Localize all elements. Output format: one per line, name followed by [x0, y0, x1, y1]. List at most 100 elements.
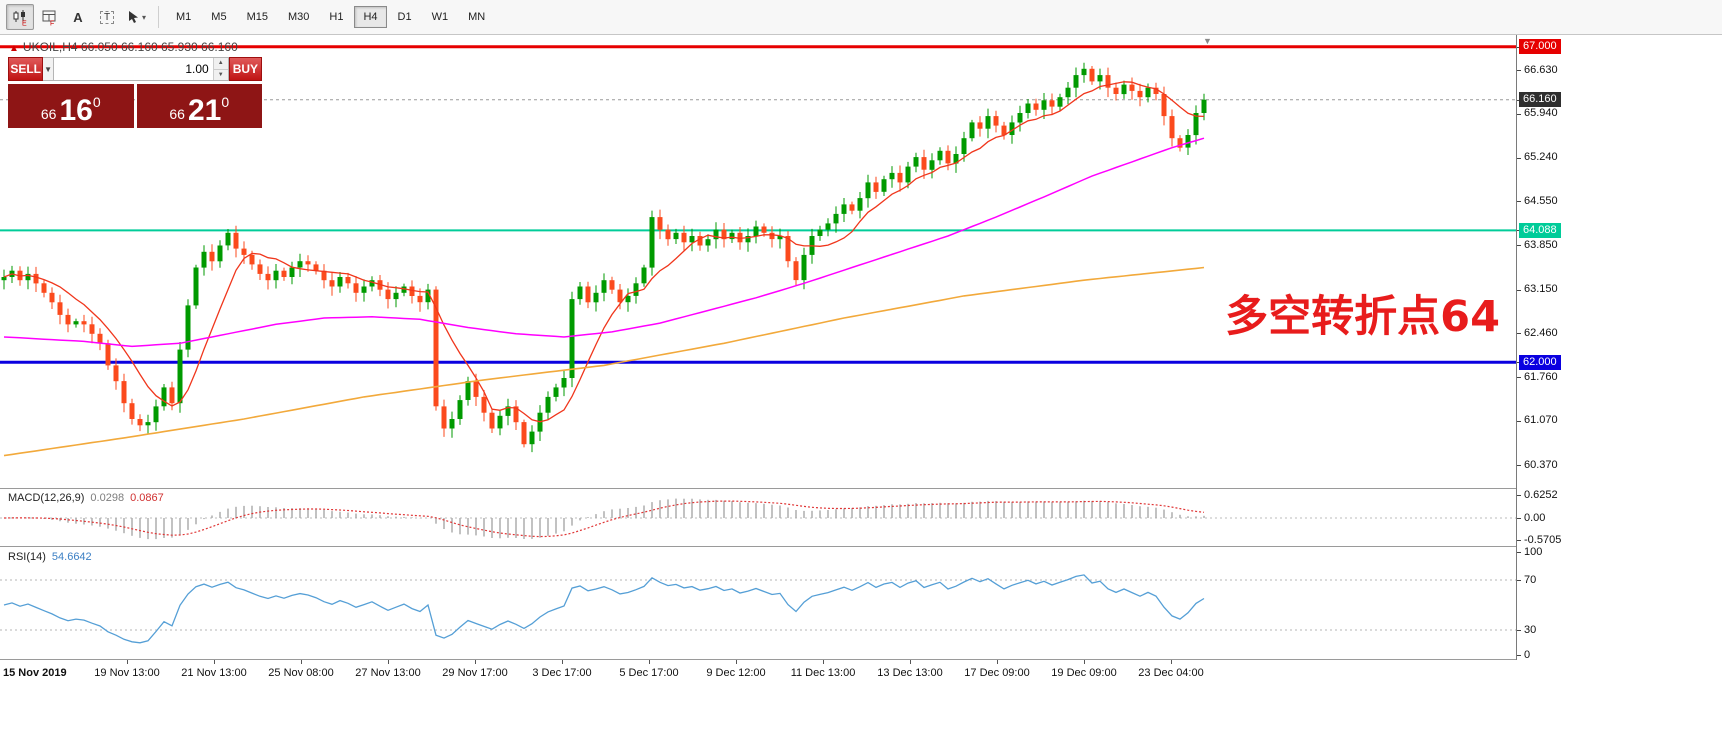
axis-tick	[1517, 157, 1521, 159]
timeframe-w1[interactable]: W1	[431, 11, 449, 23]
cursor-icon	[128, 11, 138, 23]
chart-window-button[interactable]: F	[35, 4, 63, 30]
axis-tick	[1517, 518, 1521, 519]
buy-button[interactable]: BUY	[228, 57, 262, 81]
timeframe-m1[interactable]: M1	[176, 11, 192, 23]
axis-tick	[1517, 289, 1521, 291]
time-axis-label: 3 Dec 17:00	[532, 667, 592, 679]
time-axis-tick	[1084, 660, 1085, 664]
time-axis-tick	[562, 660, 563, 664]
axis-tick	[1517, 201, 1521, 203]
axis-tick	[1517, 552, 1521, 553]
time-axis-label: 5 Dec 17:00	[619, 667, 679, 679]
macd-header: MACD(12,26,9) 0.0298 0.0867	[8, 492, 164, 504]
toolbar-separator	[158, 6, 159, 28]
one-click-trading-panel: SELL ▼ ▲ ▼ BUY 66 16 0 66 21 0	[8, 57, 262, 128]
ask-pips: 21	[187, 93, 222, 127]
time-axis-label: 9 Dec 12:00	[706, 667, 766, 679]
price-axis-label-red: 67.000	[1519, 39, 1561, 55]
price-axis-label-blue: 62.000	[1519, 354, 1561, 370]
bid-pipette: 0	[92, 94, 101, 110]
timeframe-m5[interactable]: M5	[211, 11, 227, 23]
timeframe-m15[interactable]: M15	[246, 11, 268, 23]
macd-main-value: 0.0298	[90, 492, 125, 504]
time-axis-label: 23 Dec 04:00	[1138, 667, 1204, 679]
order-row: SELL ▼ ▲ ▼ BUY	[8, 57, 262, 81]
price-axis-label: 60.370	[1524, 458, 1558, 471]
boxed-t-icon: T	[99, 10, 115, 24]
rsi-title: RSI(14)	[8, 551, 46, 563]
panel-separator[interactable]	[0, 659, 1722, 660]
price-axis-label: 65.940	[1524, 107, 1558, 120]
time-axis-tick	[649, 660, 650, 664]
rsi-line	[3, 574, 1205, 644]
ohlc-text: UKOIL,H4 66.050 66.160 65.930 66.160	[22, 40, 238, 54]
timeframe-h4[interactable]: H4	[354, 6, 387, 28]
panel-separator[interactable]	[0, 488, 1722, 489]
price-axis-border	[1516, 35, 1517, 660]
rsi-panel-svg[interactable]	[0, 547, 1516, 659]
volume-increase-button[interactable]: ▲	[213, 58, 228, 70]
axis-tick	[1517, 420, 1521, 422]
axis-tick	[1517, 245, 1521, 247]
quote-row: 66 16 0 66 21 0	[8, 84, 262, 128]
price-axis-label-teal: 64.088	[1519, 222, 1561, 238]
text-box-button[interactable]: T	[93, 4, 121, 30]
timeframe-d1[interactable]: D1	[397, 11, 412, 23]
price-axis-label: 64.550	[1524, 194, 1558, 207]
time-axis-tick	[1171, 660, 1172, 664]
price-axis-label: 61.070	[1524, 414, 1558, 427]
price-axis-label: 63.150	[1524, 283, 1558, 296]
volume-field: ▲ ▼	[53, 57, 229, 81]
price-axis-label: 62.460	[1524, 326, 1558, 339]
price-axis-label-current: 66.160	[1519, 92, 1561, 108]
timeframe-h1[interactable]: H1	[329, 11, 344, 23]
candlestick-chart-button[interactable]: E	[6, 4, 34, 30]
axis-tick	[1517, 540, 1521, 541]
macd-panel-svg[interactable]	[0, 489, 1516, 546]
time-axis-tick	[997, 660, 998, 664]
timeframe-m30[interactable]: M30	[287, 11, 310, 23]
macd-title: MACD(12,26,9)	[8, 492, 85, 504]
timeframe-group: M1 M5 M15 M30 H1 H4 D1 W1 MN	[166, 6, 495, 28]
text-label-button[interactable]: A	[64, 4, 92, 30]
ma-magenta-line	[3, 137, 1205, 348]
price-axis-label: 70	[1524, 573, 1537, 586]
chart-shift-marker-icon[interactable]: ▼	[1203, 36, 1212, 46]
time-axis-tick	[475, 660, 476, 664]
time-axis-label: 29 Nov 17:00	[442, 667, 508, 679]
ask-quote: 66 21 0	[136, 84, 262, 128]
time-axis-tick	[823, 660, 824, 664]
timeframe-mn[interactable]: MN	[468, 11, 486, 23]
volume-input[interactable]	[53, 58, 213, 80]
letter-a-icon: A	[73, 9, 83, 25]
price-axis-label: 30	[1524, 623, 1537, 636]
axis-tick	[1517, 113, 1521, 115]
rsi-header: RSI(14) 54.6642	[8, 551, 92, 563]
cursor-tools-button[interactable]: ▾	[122, 4, 150, 30]
dropdown-caret-icon: ▾	[141, 12, 146, 22]
axis-tick	[1517, 655, 1521, 656]
bid-whole: 66	[40, 106, 57, 122]
bid-pips: 16	[59, 93, 93, 127]
price-axis-label: 0.00	[1524, 511, 1546, 524]
svg-text:E: E	[22, 20, 27, 26]
panel-separator[interactable]	[0, 546, 1722, 547]
axis-tick	[1517, 70, 1521, 72]
time-axis-label: 21 Nov 13:00	[181, 667, 247, 679]
time-axis-label: 15 Nov 2019	[3, 667, 67, 679]
volume-decrease-button[interactable]: ▼	[213, 69, 228, 80]
time-axis-label: 19 Nov 13:00	[94, 667, 160, 679]
price-axis: 67.000 66.630 66.160 65.940 65.240 64.550 64.0…	[1517, 35, 1722, 661]
axis-tick	[1517, 495, 1521, 496]
sell-button[interactable]: SELL	[8, 57, 44, 81]
axis-tick	[1517, 333, 1521, 335]
ma-orange-line	[3, 266, 1205, 457]
price-axis-label: 0	[1524, 648, 1531, 661]
time-axis-tick	[214, 660, 215, 664]
time-axis-tick	[388, 660, 389, 664]
order-type-dropdown[interactable]: ▼	[43, 57, 54, 81]
toolbar: E F A T ▾ M1 M5 M15 M30 H1 H4 D1 W1 MN	[0, 0, 1722, 35]
axis-tick	[1517, 630, 1521, 631]
